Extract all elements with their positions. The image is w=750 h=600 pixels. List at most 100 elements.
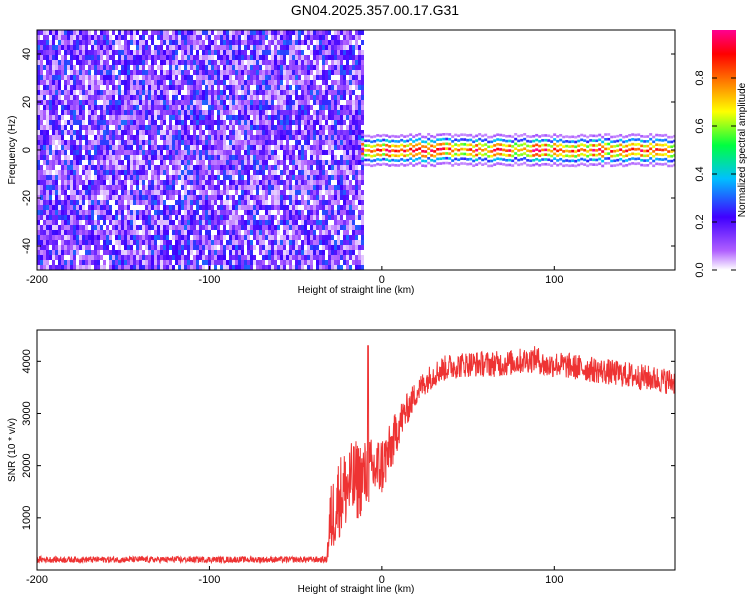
heatmap-cell: [310, 210, 313, 215]
heatmap-cell: [184, 120, 187, 125]
heatmap-cell: [202, 255, 205, 260]
heatmap-cell: [103, 155, 106, 160]
heatmap-cell: [73, 90, 76, 95]
heatmap-cell: [244, 80, 247, 85]
heatmap-cell: [436, 133, 440, 137]
heatmap-cell: [49, 170, 52, 175]
heatmap-cell: [364, 153, 368, 157]
heatmap-cell: [151, 55, 154, 60]
heatmap-cell: [274, 155, 277, 160]
heatmap-cell: [109, 170, 112, 175]
heatmap-cell: [346, 80, 349, 85]
heatmap-cell: [334, 170, 337, 175]
heatmap-cell: [334, 90, 337, 95]
heatmap-cell: [217, 130, 220, 135]
heatmap-cell: [361, 130, 364, 135]
heatmap-cell: [358, 160, 361, 165]
heatmap-cell: [79, 215, 82, 220]
heatmap-cell: [55, 95, 58, 100]
heatmap-cell: [205, 115, 208, 120]
heatmap-cell: [118, 175, 121, 180]
heatmap-cell: [64, 85, 67, 90]
heatmap-cell: [58, 140, 61, 145]
heatmap-cell: [265, 115, 268, 120]
heatmap-cell: [322, 30, 325, 35]
heatmap-cell: [295, 75, 298, 80]
heatmap-cell: [208, 170, 211, 175]
heatmap-cell: [211, 95, 214, 100]
heatmap-cell: [166, 230, 169, 235]
heatmap-cell: [52, 105, 55, 110]
heatmap-cell: [250, 155, 253, 160]
heatmap-cell: [127, 105, 130, 110]
heatmap-cell: [160, 85, 163, 90]
heatmap-cell: [196, 250, 199, 255]
heatmap-cell: [232, 245, 235, 250]
heatmap-cell: [229, 75, 232, 80]
heatmap-cell: [103, 220, 106, 225]
heatmap-cell: [166, 170, 169, 175]
heatmap-cell: [316, 135, 319, 140]
heatmap-cell: [358, 55, 361, 60]
heatmap-cell: [235, 245, 238, 250]
heatmap-cell: [328, 260, 331, 265]
heatmap-cell: [136, 55, 139, 60]
heatmap-cell: [160, 260, 163, 265]
heatmap-cell: [301, 225, 304, 230]
heatmap-cell: [142, 60, 145, 65]
heatmap-cell: [118, 45, 121, 50]
heatmap-cell: [256, 45, 259, 50]
heatmap-cell: [283, 150, 286, 155]
heatmap-cell: [349, 225, 352, 230]
heatmap-cell: [316, 255, 319, 260]
heatmap-cell: [97, 200, 100, 205]
heatmap-cell: [355, 170, 358, 175]
heatmap-cell: [181, 215, 184, 220]
heatmap-cell: [412, 164, 416, 167]
heatmap-cell: [280, 160, 283, 165]
heatmap-cell: [67, 185, 70, 190]
heatmap-cell: [247, 60, 250, 65]
heatmap-cell: [139, 235, 142, 240]
heatmap-cell: [295, 115, 298, 120]
heatmap-cell: [352, 50, 355, 55]
heatmap-cell: [331, 120, 334, 125]
heatmap-cell: [295, 40, 298, 45]
heatmap-cell: [139, 135, 142, 140]
heatmap-cell: [196, 30, 199, 35]
heatmap-cell: [289, 205, 292, 210]
heatmap-cell: [289, 265, 292, 270]
heatmap-cell: [130, 130, 133, 135]
heatmap-cell: [109, 55, 112, 60]
heatmap-cell: [46, 185, 49, 190]
heatmap-cell: [58, 100, 61, 105]
heatmap-cell: [340, 210, 343, 215]
heatmap-cell: [277, 165, 280, 170]
heatmap-cell: [142, 130, 145, 135]
heatmap-cell: [256, 135, 259, 140]
heatmap-cell: [274, 35, 277, 40]
heatmap-cell: [124, 30, 127, 35]
heatmap-cell: [190, 115, 193, 120]
heatmap-cell: [115, 195, 118, 200]
heatmap-cell: [265, 125, 268, 130]
heatmap-cell: [331, 130, 334, 135]
heatmap-cell: [268, 115, 271, 120]
heatmap-cell: [91, 60, 94, 65]
heatmap-cell: [193, 115, 196, 120]
heatmap-cell: [85, 130, 88, 135]
heatmap-cell: [289, 120, 292, 125]
heatmap-cell: [250, 110, 253, 115]
heatmap-cell: [55, 50, 58, 55]
heatmap-cell: [235, 120, 238, 125]
heatmap-cell: [127, 210, 130, 215]
heatmap-cell: [70, 195, 73, 200]
heatmap-cell: [91, 235, 94, 240]
heatmap-cell: [229, 265, 232, 270]
heatmap-cell: [289, 135, 292, 140]
heatmap-cell: [367, 149, 371, 152]
heatmap-cell: [79, 205, 82, 210]
heatmap-cell: [133, 190, 136, 195]
heatmap-cell: [148, 160, 151, 165]
heatmap-cell: [79, 125, 82, 130]
